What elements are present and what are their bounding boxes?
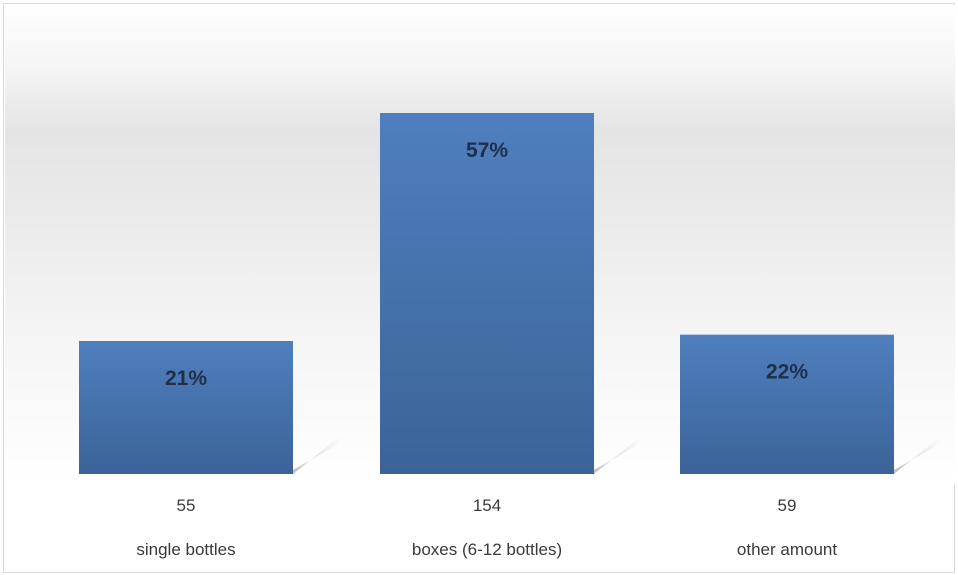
- bar-other-amount: [680, 334, 894, 474]
- category-label-other-amount: other amount: [737, 540, 837, 559]
- bar-single-bottles: [79, 341, 293, 474]
- bar-shadow-other-amount: [894, 435, 942, 474]
- category-label-single-bottles: single bottles: [136, 540, 235, 559]
- count-label-boxes-6-12-bottles: 154: [473, 496, 501, 515]
- bar-shadow-single-bottles: [293, 435, 341, 474]
- bars: [79, 113, 894, 474]
- count-label-single-bottles: 55: [177, 496, 196, 515]
- bar-shadows: [293, 435, 942, 474]
- bar-shadow-boxes-6-12-bottles: [594, 435, 642, 474]
- labels: 21% 55 single bottles 57% 154 boxes (6-12 bot…: [136, 139, 837, 559]
- data-label-single-bottles: 21%: [165, 367, 207, 390]
- data-label-other-amount: 22%: [766, 361, 808, 384]
- category-label-boxes-6-12-bottles: boxes (6-12 bottles): [412, 540, 562, 559]
- bar-boxes-6-12-bottles: [380, 113, 594, 474]
- count-label-other-amount: 59: [778, 496, 797, 515]
- data-label-boxes-6-12-bottles: 57%: [466, 139, 508, 162]
